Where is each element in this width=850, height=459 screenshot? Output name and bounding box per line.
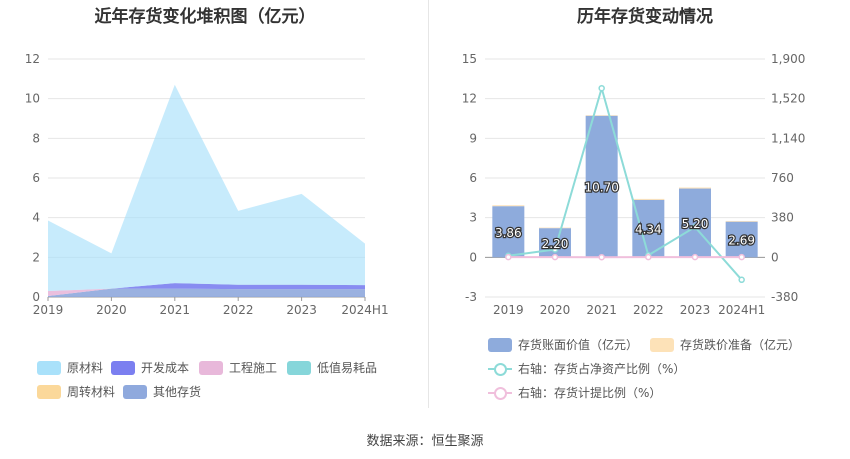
left-y-tick-label: 2: [32, 250, 40, 264]
right-y2-tick-label: 0: [771, 250, 779, 264]
left-chart-title: 近年存货变化堆积图（亿元）: [94, 7, 316, 27]
legend-label: 右轴：存货计提比例（%）: [518, 386, 662, 400]
legend-swatch: [488, 362, 512, 376]
right-x-tick-label: 2022: [633, 303, 664, 317]
legend-label: 工程施工: [229, 361, 278, 375]
right-y-tick-label: 15: [462, 52, 477, 66]
legend-swatch: [650, 337, 674, 352]
legend-swatch: [199, 360, 223, 375]
bar-value-label: 2.20: [542, 237, 569, 251]
right-y-tick-label: 6: [469, 171, 477, 185]
ratio-point: [738, 276, 745, 284]
left-x-tick-label: 2022: [223, 303, 254, 317]
legend-item[interactable]: 存货跌价准备（亿元）: [650, 336, 800, 353]
ratio-point: [598, 84, 605, 92]
inventory-bar: [492, 206, 525, 258]
right-y2-tick-label: 1,520: [771, 92, 805, 106]
provision-ratio-point: [691, 253, 699, 261]
bar-value-label: 3.86: [495, 226, 522, 240]
area-series: [48, 84, 365, 292]
right-x-tick-label: 2020: [540, 303, 571, 317]
bar-value-label: 2.69: [728, 234, 755, 248]
ratio-point: [551, 246, 559, 253]
inventory-bar: [725, 221, 758, 258]
data-source: 数据来源：恒生聚源: [366, 434, 484, 449]
right-y-tick-label: 3: [469, 211, 477, 225]
legend-swatch: [123, 384, 147, 399]
inventory-bar: [679, 188, 711, 258]
legend-swatch: [111, 360, 135, 375]
legend-item[interactable]: 其他存货: [123, 383, 201, 400]
legend-label: 其他存货: [153, 385, 202, 399]
legend-label: 低值易耗品: [317, 361, 378, 375]
left-x-tick-label: 2021: [160, 303, 191, 317]
right-chart-title: 历年存货变动情况: [577, 7, 713, 27]
left-y-tick-label: 8: [32, 131, 40, 145]
right-x-tick-label: 2023: [680, 303, 711, 317]
area-series: [48, 288, 365, 297]
legend-label: 周转材料: [67, 385, 116, 399]
provision-bar: [539, 227, 571, 229]
left-y-tick-label: 4: [32, 211, 40, 225]
left-x-tick-label: 2020: [96, 303, 127, 317]
legend-label: 开发成本: [141, 361, 190, 375]
provision-ratio-point: [505, 253, 512, 261]
right-y-tick-label: -3: [465, 290, 477, 304]
right-y2-tick-label: 760: [771, 171, 794, 185]
panel-divider: [428, 0, 429, 408]
ratio-point: [691, 223, 699, 231]
legend-item[interactable]: 工程施工: [199, 359, 277, 376]
right-y-tick-label: 9: [469, 131, 477, 145]
left-x-tick-label: 2023: [286, 303, 317, 317]
right-y2-tick-label: 1,900: [771, 52, 805, 66]
legend-item[interactable]: 开发成本: [111, 359, 189, 376]
legend-item[interactable]: 右轴：存货占净资产比例（%）: [488, 360, 685, 377]
chart-canvas: 0 2 4 6 8 10 12 2019 2020 2021 2022 2023 2024H1 -3 0 3 6…: [25, 52, 806, 317]
right-y-tick-label: 12: [462, 92, 477, 106]
legend-item[interactable]: 低值易耗品: [287, 359, 377, 376]
bar-value-label: 10.70: [584, 181, 618, 195]
provision-bar: [492, 205, 525, 207]
left-y-tick-label: 0: [32, 290, 40, 304]
legend-swatch: [37, 384, 61, 399]
provision-ratio-point: [738, 253, 745, 261]
legend-label: 存货跌价准备（亿元）: [680, 338, 801, 352]
legend-label: 原材料: [67, 361, 104, 375]
legend-swatch: [488, 386, 512, 400]
left-x-tick-label: 2024H1: [341, 303, 388, 317]
bar-value-label: 5.20: [682, 217, 709, 231]
left-y-tick-label: 10: [25, 92, 40, 106]
provision-ratio-point: [551, 253, 559, 261]
provision-bar: [679, 187, 711, 189]
bar-value-label: 4.34: [635, 223, 662, 237]
legend-label: 右轴：存货占净资产比例（%）: [518, 362, 686, 376]
provision-ratio-point: [598, 253, 605, 261]
right-x-tick-label: 2024H1: [718, 303, 765, 317]
right-x-tick-label: 2019: [493, 303, 524, 317]
provision-bar: [632, 198, 665, 200]
inventory-bar: [585, 115, 618, 258]
legend-swatch: [488, 337, 512, 352]
right-y2-tick-label: 1,140: [771, 131, 805, 145]
legend-swatch: [37, 360, 61, 375]
legend-item[interactable]: 周转材料: [37, 383, 115, 400]
provision-bar: [585, 115, 618, 116]
right-x-tick-label: 2021: [586, 303, 617, 317]
legend-label: 存货账面价值（亿元）: [518, 338, 639, 352]
area-series: [48, 283, 365, 292]
provision-bar: [725, 220, 758, 222]
left-y-tick-label: 12: [25, 52, 40, 66]
provision-ratio-point: [645, 253, 652, 261]
right-y2-tick-label: 380: [771, 211, 794, 225]
ratio-line: [508, 84, 743, 281]
left-y-tick-label: 6: [32, 171, 40, 185]
left-x-tick-label: 2019: [33, 303, 64, 317]
legend-item[interactable]: 右轴：存货计提比例（%）: [488, 384, 661, 401]
right-y-tick-label: 0: [469, 250, 477, 264]
right-y2-tick-label: -380: [771, 290, 798, 304]
legend-item[interactable]: 原材料: [37, 359, 103, 376]
legend-item[interactable]: 存货账面价值（亿元）: [488, 336, 638, 353]
legend-swatch: [287, 360, 311, 375]
